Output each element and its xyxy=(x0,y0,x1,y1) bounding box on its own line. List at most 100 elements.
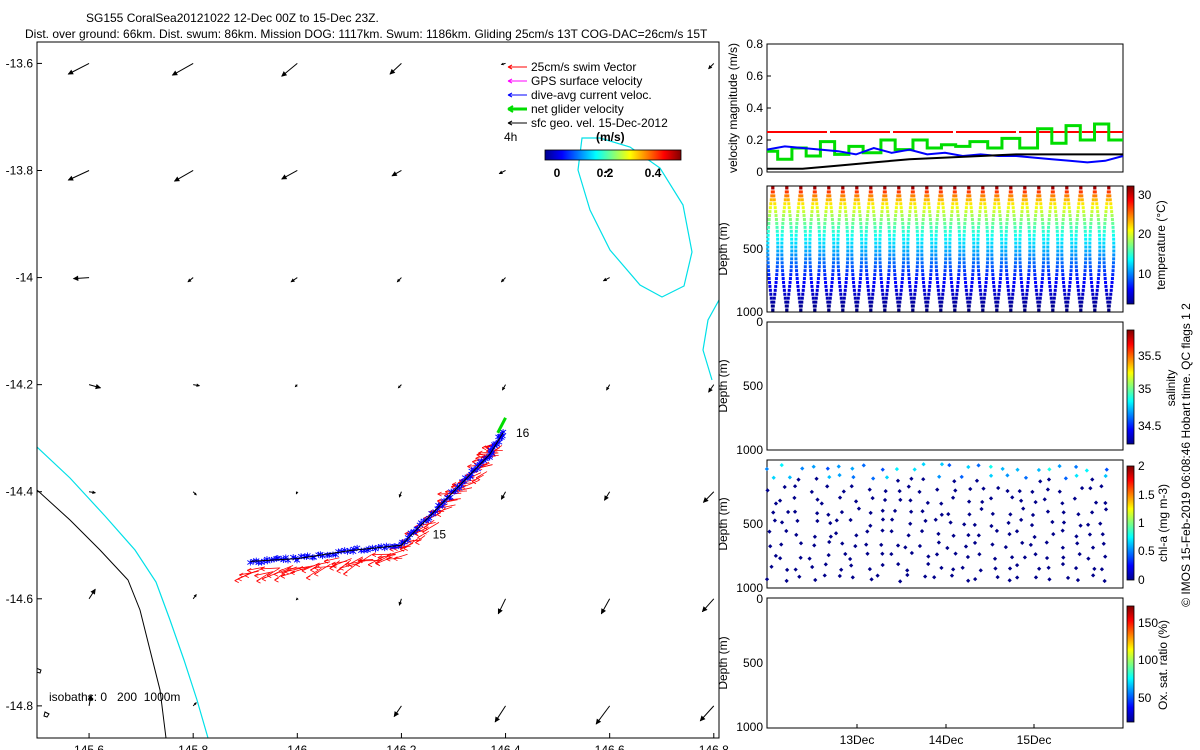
temperature-sample xyxy=(948,229,952,233)
temperature-sample xyxy=(969,206,973,210)
temperature-sample xyxy=(1083,265,1087,269)
temperature-sample xyxy=(1069,261,1073,265)
swim-vector-head xyxy=(437,491,442,497)
swim-vector-head xyxy=(367,562,373,568)
temperature-sample xyxy=(865,273,869,277)
temperature-sample xyxy=(1023,190,1027,194)
temperature-sample xyxy=(1091,292,1095,296)
temperature-sample xyxy=(967,190,971,194)
chlorophyll-sample xyxy=(784,528,789,534)
chlorophyll-sample xyxy=(767,529,772,534)
temperature-sample xyxy=(832,257,836,261)
temperature-sample xyxy=(788,280,792,284)
temperature-sample xyxy=(928,284,932,288)
swim-vector-head xyxy=(298,565,304,571)
temperature-sample xyxy=(965,292,969,296)
temperature-sample xyxy=(934,257,938,261)
temperature-sample xyxy=(1014,253,1018,257)
chlorophyll-sample xyxy=(1046,477,1052,482)
velocity-ytick-label: 0.8 xyxy=(746,37,763,51)
temperature-sample xyxy=(1008,300,1012,304)
swim-vector-head xyxy=(451,482,457,487)
temperature-sample xyxy=(1010,198,1014,202)
chlorophyll-sample xyxy=(869,577,874,582)
temperature-sample xyxy=(803,261,807,265)
chlorophyll-sample xyxy=(1045,509,1051,514)
temperature-sample xyxy=(964,280,968,284)
chlorophyll-sample xyxy=(848,517,853,523)
temperature-sample xyxy=(958,249,962,253)
chlorophyll-sample xyxy=(849,484,854,489)
temperature-sample xyxy=(851,217,855,221)
temperature-sample xyxy=(1095,288,1099,292)
temperature-sample xyxy=(908,206,912,210)
temperature-sample xyxy=(1028,253,1032,257)
temperature-sample xyxy=(894,210,898,214)
chlorophyll-sample xyxy=(895,543,901,548)
temperature-sample xyxy=(774,210,778,214)
temperature-sample xyxy=(1060,253,1064,257)
geo-vector-head xyxy=(173,176,180,182)
temperature-sample xyxy=(1053,202,1057,206)
chlorophyll-sample xyxy=(1045,487,1051,492)
temperature-sample xyxy=(1102,253,1106,257)
temperature-sample xyxy=(923,198,927,202)
temperature-sample xyxy=(909,198,913,202)
geo-vector-arrow xyxy=(501,384,506,391)
temperature-sample xyxy=(850,233,854,237)
temperature-sample xyxy=(930,249,934,253)
temperature-sample xyxy=(808,241,812,245)
temperature-sample xyxy=(1046,241,1050,245)
temperature-sample xyxy=(1032,249,1036,253)
temperature-sample xyxy=(938,194,942,198)
temperature-sample xyxy=(1069,221,1073,225)
swim-vector-head xyxy=(357,558,363,564)
temperature-sample xyxy=(958,257,962,261)
temperature-sample xyxy=(1006,210,1010,214)
temperature-sample xyxy=(940,198,944,202)
temperature-sample xyxy=(962,233,966,237)
temperature-sample xyxy=(1041,229,1045,233)
temperature-sample xyxy=(897,186,901,190)
geo-vector-head xyxy=(281,71,288,77)
temperature-sample xyxy=(981,190,985,194)
temperature-sample xyxy=(1032,233,1036,237)
temperature-sample xyxy=(1094,194,1098,198)
temperature-sample xyxy=(906,257,910,261)
temperature-sample xyxy=(1055,273,1059,277)
temperature-sample xyxy=(920,265,924,269)
temperature-sample xyxy=(1069,265,1073,269)
temperature-sample xyxy=(971,225,975,229)
temperature-sample xyxy=(1063,198,1067,202)
temperature-sample xyxy=(943,221,947,225)
temperature-sample xyxy=(864,249,868,253)
temperature-sample xyxy=(1098,253,1102,257)
temperature-sample xyxy=(928,214,932,218)
chlorophyll-sample xyxy=(909,476,914,481)
geo-vector-arrow xyxy=(606,384,611,391)
temperature-sample xyxy=(1098,249,1102,253)
temperature-sample xyxy=(1070,257,1074,261)
temperature-sample xyxy=(836,241,840,245)
chlorophyll-sample xyxy=(965,554,971,560)
geo-vector-head xyxy=(603,170,608,174)
temperature-sample xyxy=(813,190,817,194)
temperature-sample xyxy=(852,288,856,292)
chlorophyll-sample xyxy=(908,498,913,503)
temperature-sample xyxy=(899,288,903,292)
chlorophyll-colorbar xyxy=(1126,465,1135,581)
temperature-sample xyxy=(1042,241,1046,245)
temperature-sample xyxy=(1081,288,1085,292)
temperature-sample xyxy=(816,280,820,284)
chlorophyll-sample xyxy=(837,573,842,579)
legend-arrowhead-gps xyxy=(507,78,513,84)
temperature-sample xyxy=(800,198,804,202)
swim-vector-shaft xyxy=(358,559,374,561)
temperature-sample xyxy=(813,186,817,190)
geo-vector-head xyxy=(702,497,709,503)
temperature-sample xyxy=(911,304,915,308)
chlorophyll-sample xyxy=(1023,475,1029,480)
temperature-sample xyxy=(776,241,780,245)
temperature-sample xyxy=(990,249,994,253)
temperature-sample xyxy=(984,284,988,288)
